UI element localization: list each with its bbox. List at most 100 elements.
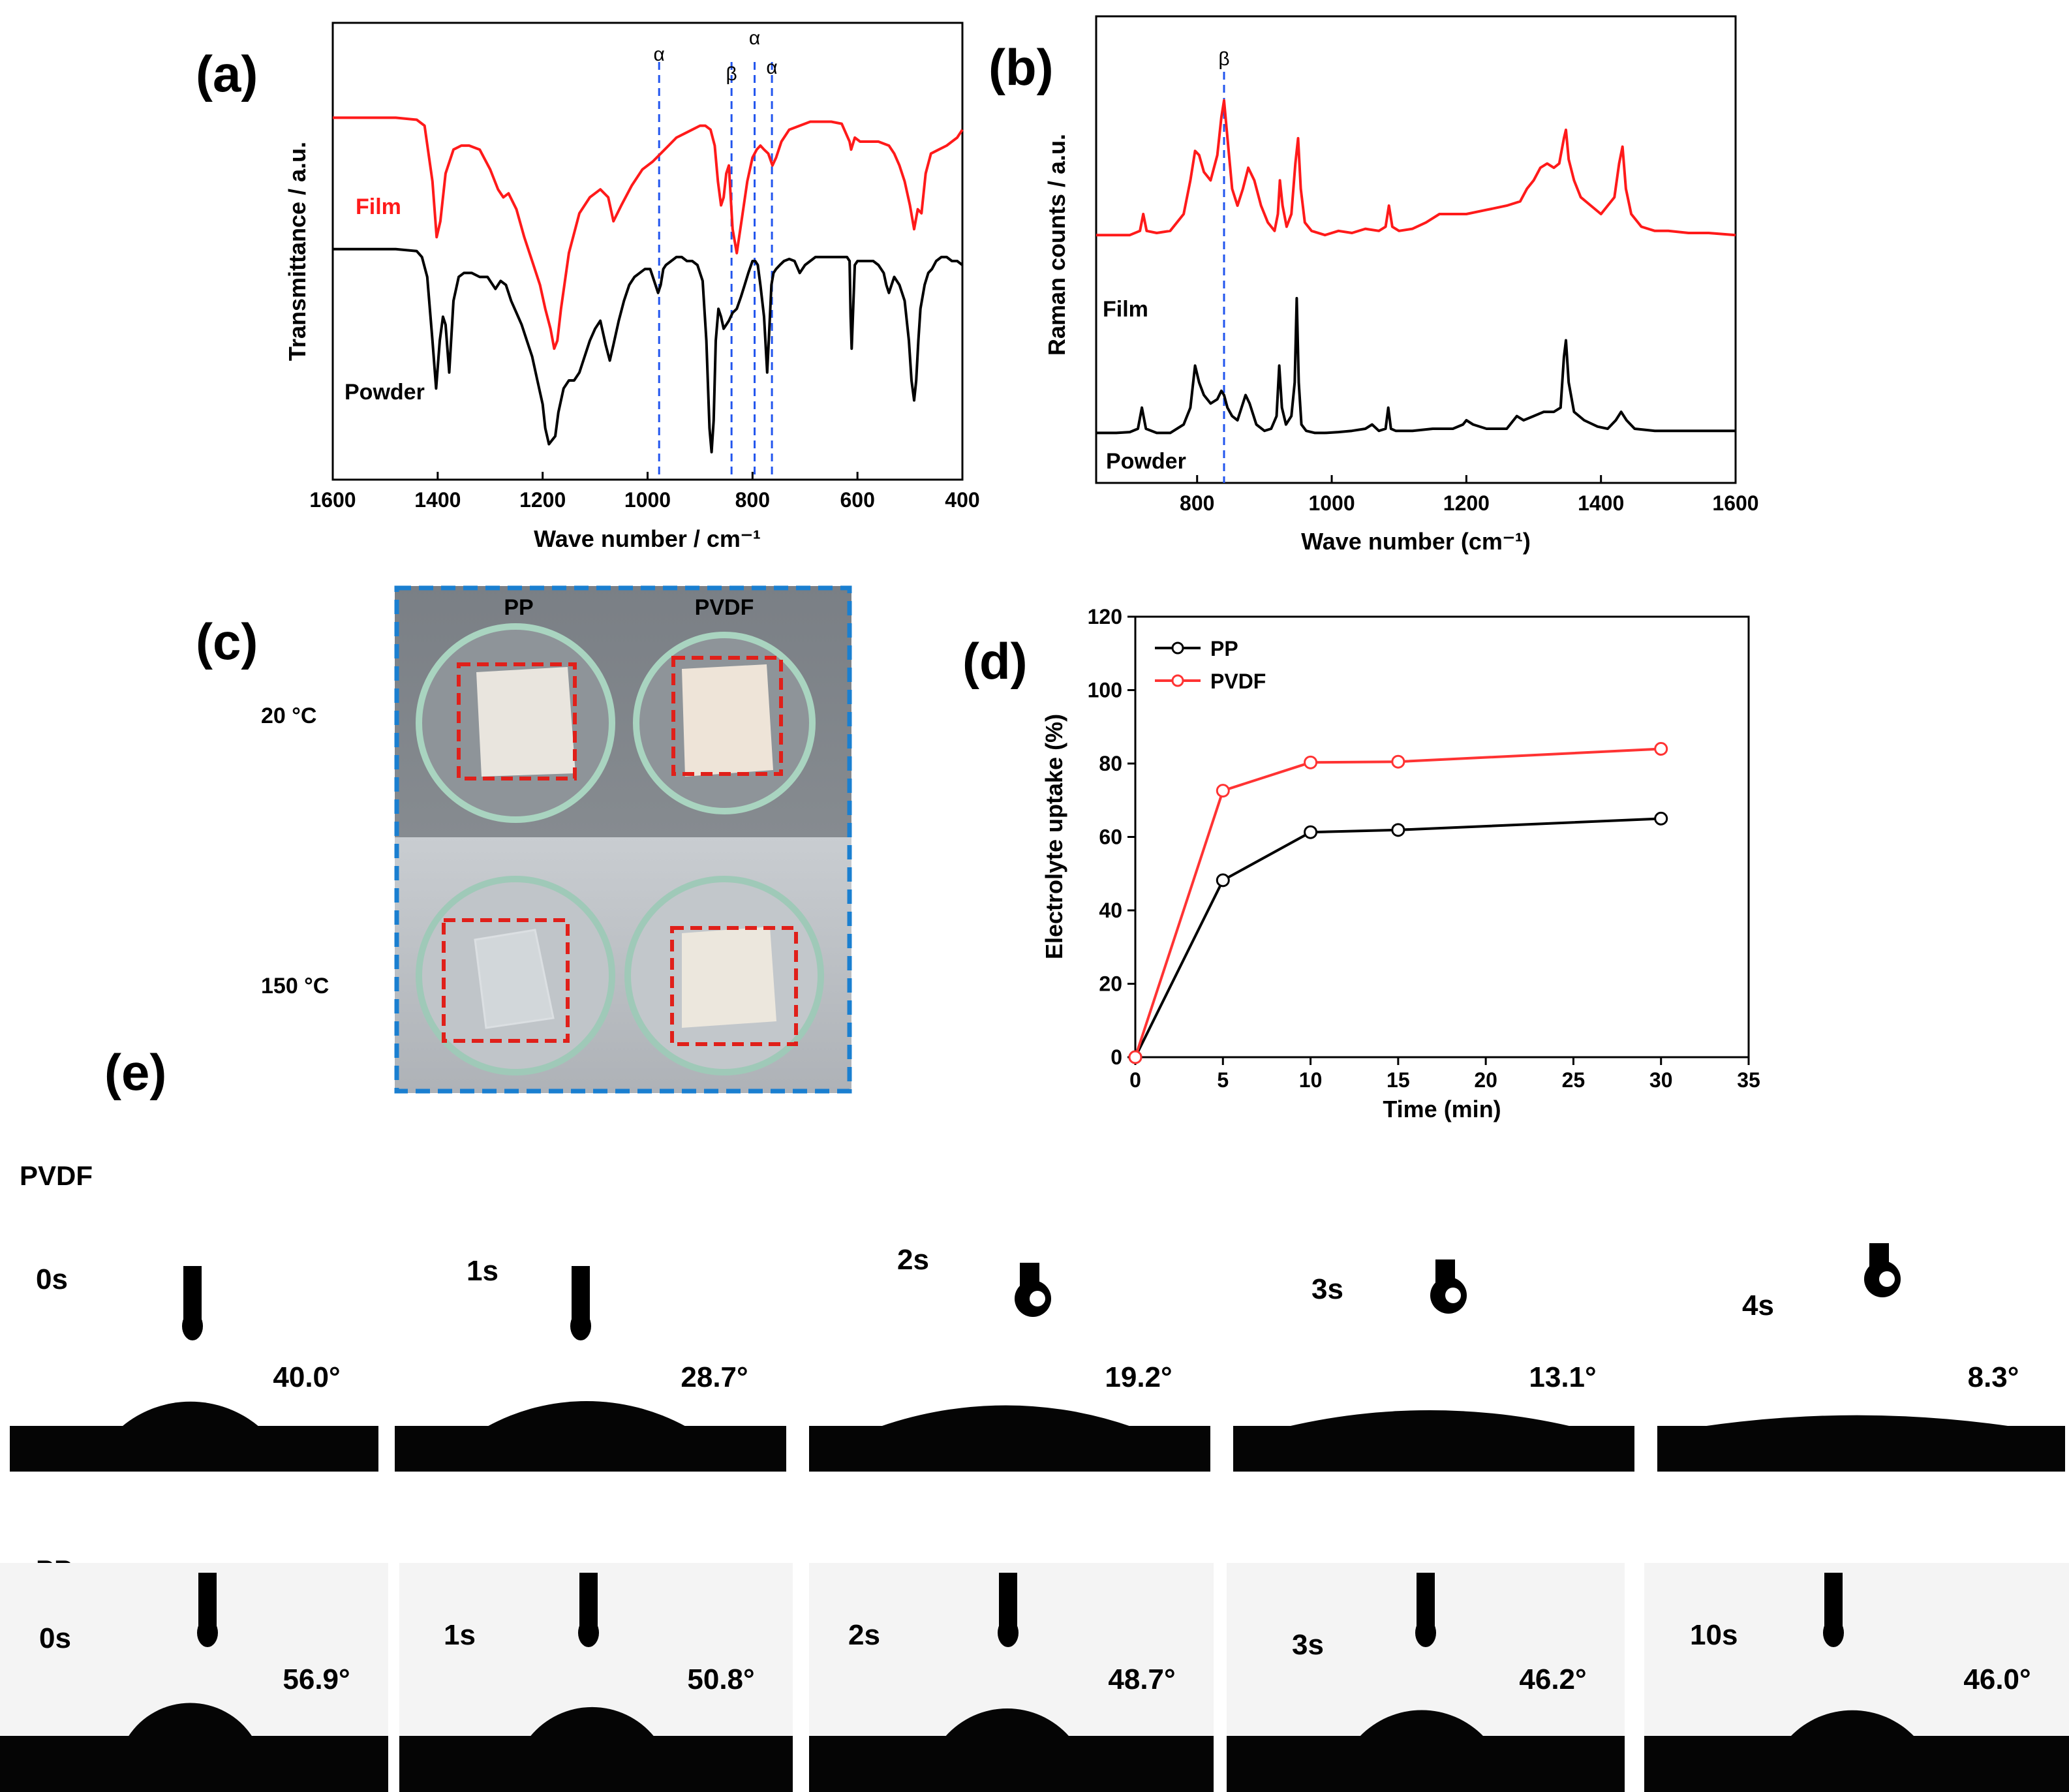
substrate (809, 1426, 1210, 1472)
legend-pp-label: PP (1210, 637, 1238, 660)
panel-d-line-pvdf (1134, 747, 1661, 1058)
contact-angle-frame: 10s 46.0° (1644, 1563, 2069, 1792)
panel-b-x-tick-label: 1600 (1712, 491, 1758, 515)
substrate (1644, 1736, 2069, 1792)
pendant-drop (197, 1618, 218, 1647)
droplet (1359, 1710, 1484, 1737)
pendant-drop (1415, 1618, 1436, 1647)
droplet (487, 1400, 686, 1427)
panel-a-axes-frame (331, 22, 964, 481)
panel-d-point-pp (1391, 823, 1405, 837)
panel-c-letter: (c) (196, 613, 258, 670)
panel-b-powder-label: Powder (1106, 449, 1186, 474)
droplet (128, 1703, 253, 1737)
sample-box-pp-20c (457, 662, 577, 780)
panel-d-x-tick-label: 5 (1217, 1068, 1229, 1092)
panel-a-series (333, 116, 964, 454)
panel-d-x-tick-label: 10 (1299, 1068, 1323, 1092)
contact-angle-frame: 2s 48.7° (809, 1563, 1214, 1792)
panel-d-y-tick-label: 0 (1111, 1045, 1122, 1069)
panel-d-y-tick-label: 40 (1099, 899, 1122, 922)
panel-a-x-tick-label: 400 (945, 488, 979, 512)
panel-c-col-label-pp: PP (504, 595, 533, 620)
substrate (0, 1736, 388, 1792)
panel-d-letter: (d) (962, 632, 1028, 690)
contact-angle-frame: 3s 46.2° (1227, 1563, 1625, 1792)
panel-c-col-label-pvdf: PVDF (695, 595, 754, 620)
panel-d-y-ticks: 0 20 40 60 80 100 120 (1088, 605, 1135, 1069)
frame-angle-label: 8.3° (1968, 1361, 2019, 1393)
panel-d-legend: PP PVDF (1155, 637, 1266, 693)
legend-pvdf-marker (1171, 674, 1184, 687)
frame-angle-label: 50.8° (687, 1663, 754, 1695)
frame-angle-label: 46.2° (1519, 1663, 1586, 1695)
pendant-drop-highlight (1879, 1271, 1895, 1287)
panel-d-x-tick-label: 15 (1387, 1068, 1410, 1092)
panel-b-axes-frame (1095, 15, 1737, 484)
contact-angle-frames: 0s 40.0° 1s 28.7° 2s 19.2° 3s 13.1° 4s 8.3° 0s 56.9… (0, 1243, 2069, 1792)
contact-angle-frame: 2s 19.2° (809, 1244, 1210, 1472)
panel-b-series-film (1096, 99, 1736, 237)
panel-a-x-tick-label: 1000 (624, 488, 671, 512)
panel-b-x-tick-label: 1000 (1308, 491, 1355, 515)
pp-sample-150c-shrunk (474, 929, 555, 1029)
droplet (121, 1401, 259, 1427)
frame-angle-label: 56.9° (283, 1663, 350, 1695)
panel-d-x-tick-label: 30 (1649, 1068, 1673, 1092)
panel-a-series-powder (333, 247, 964, 454)
panel-d-y-tick-label: 80 (1099, 752, 1122, 775)
substrate (809, 1736, 1214, 1792)
panel-b-series-powder (1096, 297, 1736, 435)
pvdf-sample-20c (682, 664, 773, 777)
pendant-drop-highlight (1030, 1291, 1045, 1306)
panel-e-letter: (e) (104, 1043, 166, 1101)
panel-b-x-ticks: 800 1000 1200 1400 1600 (1180, 475, 1759, 515)
frame-angle-label: 13.1° (1529, 1361, 1596, 1393)
panel-a-x-tick-label: 800 (735, 488, 770, 512)
panel-a-powder-label: Powder (345, 380, 425, 405)
panel-b-phase-markers: β (1218, 48, 1230, 483)
panel-a-x-tick-label: 1400 (414, 488, 461, 512)
frame-time-label: 1s (467, 1255, 498, 1287)
panel-d-point-pvdf (1128, 1050, 1142, 1064)
frame-time-label: 10s (1690, 1619, 1738, 1651)
pvdf-sample-150c (682, 927, 776, 1028)
substrate (395, 1426, 786, 1472)
pendant-drop (570, 1312, 591, 1340)
pendant-drop (998, 1618, 1019, 1647)
panel-a-x-ticks: 1600 1400 1200 1000 800 600 400 (309, 472, 980, 512)
panel-a-letter: (a) (196, 45, 258, 102)
panel-a-phase-marker-label: α (766, 57, 777, 78)
pendant-drop (1823, 1618, 1844, 1647)
contact-angle-frame: 3s 13.1° (1233, 1259, 1634, 1472)
panel-a-phase-marker-label: α (749, 27, 760, 49)
frame-angle-label: 28.7° (681, 1361, 748, 1393)
frame-angle-label: 46.0° (1963, 1663, 2031, 1695)
panel-d-x-tick-label: 25 (1562, 1068, 1586, 1092)
panel-c: (c) 20 °C 150 °C PP PVDF (196, 585, 852, 1094)
pp-sample-20c (476, 667, 575, 777)
substrate (1227, 1736, 1625, 1792)
sample-box-pvdf-150c (670, 926, 798, 1046)
droplet (1790, 1710, 1914, 1737)
panel-d-x-ticks: 0 5 10 15 20 25 30 35 (1129, 1057, 1760, 1092)
frame-angle-label: 19.2° (1105, 1361, 1172, 1393)
frame-time-label: 0s (39, 1622, 71, 1654)
panel-a-x-axis-title: Wave number / cm⁻¹ (534, 525, 761, 552)
panel-d-point-pvdf (1216, 784, 1230, 798)
substrate (1657, 1426, 2065, 1472)
panel-d-point-pp (1216, 873, 1230, 888)
pendant-drop-highlight (1445, 1288, 1461, 1303)
frame-time-label: 3s (1311, 1273, 1343, 1305)
panel-d-y-axis-title: Electrolyte uptake (%) (1041, 714, 1067, 959)
substrate (10, 1426, 378, 1472)
panel-b: (b) 800 1000 1200 1400 1600 β Film Powder Wa… (989, 15, 1759, 555)
panel-b-film-label: Film (1103, 297, 1148, 322)
droplet (880, 1405, 1131, 1427)
dish-photo: PP PVDF (394, 585, 852, 1094)
panel-b-x-tick-label: 1400 (1578, 491, 1624, 515)
substrate (399, 1736, 793, 1792)
panel-b-x-tick-label: 800 (1180, 491, 1214, 515)
